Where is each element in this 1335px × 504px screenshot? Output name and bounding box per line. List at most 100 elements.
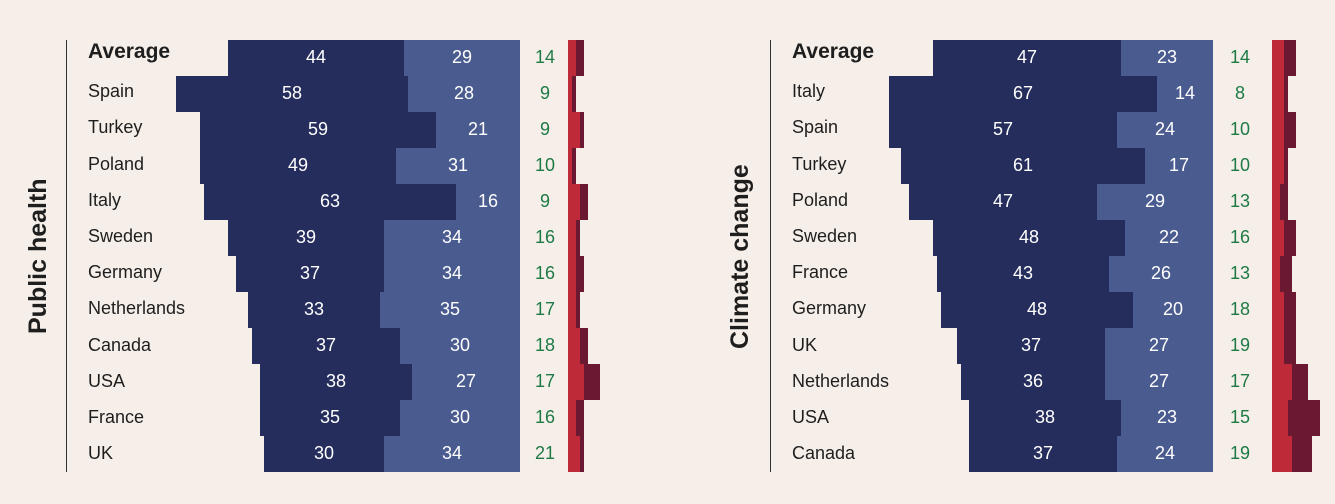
axis-divider xyxy=(66,40,67,472)
bar-segment-blue xyxy=(1097,184,1213,220)
data-label-green: 14 xyxy=(1229,47,1251,67)
data-label-blue: 26 xyxy=(1150,263,1172,283)
bar-segment-blue xyxy=(1145,148,1213,184)
bar-segment-navy xyxy=(176,76,408,112)
data-label-green: 9 xyxy=(539,191,550,211)
data-label-navy: 48 xyxy=(1026,299,1048,319)
data-label-navy: 37 xyxy=(1020,335,1042,355)
category-label: UK xyxy=(792,334,818,355)
bar-segment-red xyxy=(568,112,580,148)
bar-segment-red xyxy=(568,436,580,472)
bar-segment-blue xyxy=(1121,40,1213,76)
data-label-blue: 17 xyxy=(1168,155,1190,175)
bar-segment-red xyxy=(1272,76,1284,112)
bar-segment-dark-red xyxy=(572,76,576,112)
category-label: UK xyxy=(88,443,114,464)
category-label: Average xyxy=(88,40,171,63)
bar-segment-navy xyxy=(957,328,1105,364)
bar-segment-dark-red xyxy=(1280,184,1288,220)
bar-segment-navy xyxy=(200,148,396,184)
data-label-navy: 37 xyxy=(1032,443,1054,463)
data-label-green: 17 xyxy=(534,299,556,319)
bar-segment-blue xyxy=(1133,292,1213,328)
bar-segment-red xyxy=(568,184,580,220)
axis-divider xyxy=(770,40,771,472)
bar-segment-navy xyxy=(969,400,1121,436)
category-label: Germany xyxy=(88,262,163,283)
bar-segment-red xyxy=(568,40,576,76)
bar-segment-navy xyxy=(252,328,400,364)
bar-segment-red xyxy=(1272,220,1284,256)
bar-segment-red xyxy=(1272,148,1284,184)
data-label-navy: 59 xyxy=(307,119,329,139)
data-label-blue: 22 xyxy=(1158,227,1180,247)
data-label-blue: 31 xyxy=(447,155,469,175)
category-label: USA xyxy=(792,407,830,427)
data-label-blue: 27 xyxy=(1148,371,1170,391)
bar-segment-blue xyxy=(384,436,520,472)
bar-segment-navy xyxy=(901,148,1145,184)
data-label-green: 18 xyxy=(534,335,556,355)
category-label: Poland xyxy=(792,189,849,210)
data-label-green: 13 xyxy=(1229,263,1251,283)
data-label-blue: 34 xyxy=(441,227,463,247)
bar-segment-navy xyxy=(961,364,1105,400)
bar-segment-blue xyxy=(400,328,520,364)
data-label-navy: 47 xyxy=(1016,47,1038,67)
bar-segment-blue xyxy=(1109,256,1213,292)
data-label-navy: 38 xyxy=(325,371,347,391)
data-label-navy: 38 xyxy=(1034,407,1056,427)
bar-segment-dark-red xyxy=(580,436,584,472)
bar-segment-dark-red xyxy=(1284,148,1288,184)
data-label-navy: 57 xyxy=(992,119,1014,139)
bar-segment-red xyxy=(568,400,576,436)
data-label-blue: 24 xyxy=(1154,119,1176,139)
bar-segment-red xyxy=(1272,292,1284,328)
data-label-navy: 37 xyxy=(315,335,337,355)
bar-segment-navy xyxy=(200,112,436,148)
category-label: Netherlands xyxy=(792,370,890,391)
bar-segment-red xyxy=(1272,112,1284,148)
data-label-green: 9 xyxy=(539,83,550,103)
data-label-navy: 35 xyxy=(319,407,341,427)
bar-segment-navy xyxy=(909,184,1097,220)
bar-segment-navy xyxy=(889,76,1157,112)
data-label-navy: 63 xyxy=(319,191,341,211)
bar-segment-blue xyxy=(412,364,520,400)
data-label-blue: 30 xyxy=(449,407,471,427)
bar-segment-dark-red xyxy=(1284,328,1296,364)
data-label-navy: 48 xyxy=(1018,227,1040,247)
data-label-blue: 20 xyxy=(1162,299,1184,319)
category-label: Germany xyxy=(792,298,867,319)
category-label: Sweden xyxy=(88,226,154,246)
bar-segment-dark-red xyxy=(580,112,584,148)
data-label-blue: 30 xyxy=(449,335,471,355)
data-label-green: 10 xyxy=(1229,119,1251,139)
bar-segment-navy xyxy=(204,184,456,220)
bar-segment-blue xyxy=(384,256,520,292)
bar-segment-dark-red xyxy=(1288,400,1320,436)
bar-segment-dark-red xyxy=(576,256,584,292)
bar-segment-red xyxy=(1272,328,1284,364)
bar-segment-navy xyxy=(933,220,1125,256)
data-label-green: 10 xyxy=(1229,155,1251,175)
data-label-green: 17 xyxy=(534,371,556,391)
data-label-blue: 21 xyxy=(467,119,489,139)
data-label-blue: 24 xyxy=(1154,443,1176,463)
bar-segment-navy xyxy=(969,436,1117,472)
bar-segment-dark-red xyxy=(1284,292,1296,328)
data-label-green: 19 xyxy=(1229,335,1251,355)
data-label-blue: 27 xyxy=(455,371,477,391)
bar-segment-blue xyxy=(436,112,520,148)
bar-segment-dark-red xyxy=(1280,256,1292,292)
bar-segment-red xyxy=(568,76,572,112)
bar-segment-navy xyxy=(260,400,400,436)
data-label-blue: 28 xyxy=(453,83,475,103)
bar-segment-blue xyxy=(1121,400,1213,436)
bar-segment-dark-red xyxy=(576,40,584,76)
data-label-green: 21 xyxy=(534,443,556,463)
bar-segment-red xyxy=(568,292,576,328)
data-label-green: 14 xyxy=(534,47,556,67)
bar-segment-dark-red xyxy=(576,292,580,328)
data-label-navy: 37 xyxy=(299,263,321,283)
